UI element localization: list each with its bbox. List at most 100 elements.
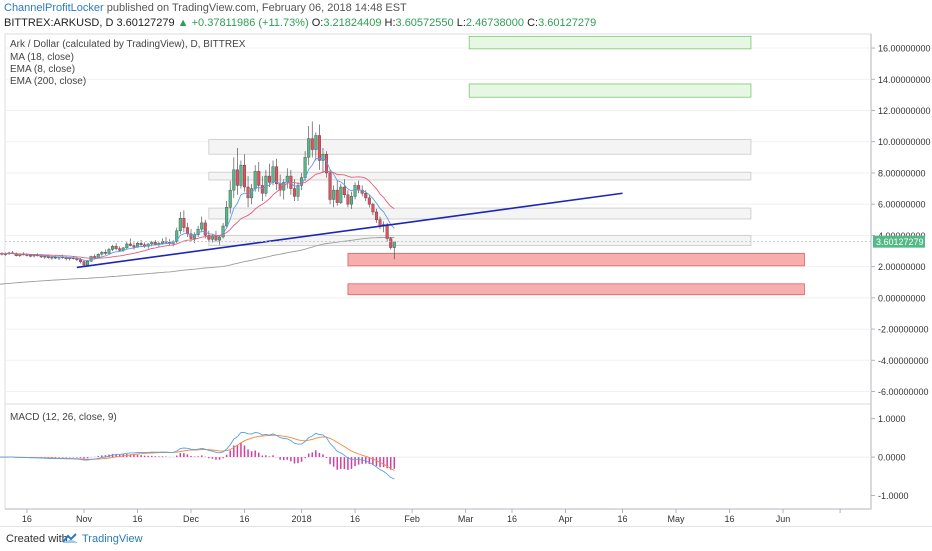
candle-down xyxy=(389,238,393,248)
candle-up xyxy=(271,166,275,183)
time-tick-label: Dec xyxy=(183,514,200,524)
candle-series xyxy=(0,121,396,267)
candle-up xyxy=(225,207,229,227)
author-link[interactable]: ChannelProfitLocker xyxy=(4,2,104,14)
zone-box xyxy=(347,283,805,296)
macd-pane[interactable] xyxy=(4,403,872,510)
high-label: H: xyxy=(384,17,396,29)
candle-up xyxy=(111,246,115,250)
time-tick-label: Mar xyxy=(458,514,474,524)
candle-down xyxy=(292,188,296,197)
candle-down xyxy=(132,245,136,248)
legend-ema8: EMA (8, close) xyxy=(10,64,75,75)
candle-up xyxy=(321,154,325,161)
price-tick-label: -2.00000000 xyxy=(878,325,929,335)
zone-box xyxy=(468,35,752,50)
price-chart[interactable]: 16.00000000 14.00000000 12.00000000 10.0000… xyxy=(0,30,932,526)
close-value: 3.60127279 xyxy=(538,17,597,29)
macd-title: MACD (12, 26, close, 9) xyxy=(10,412,117,423)
candle-up xyxy=(353,185,357,197)
candle-up xyxy=(175,230,179,242)
candle-down xyxy=(29,255,33,257)
close-label: C: xyxy=(527,17,539,29)
time-tick-label: May xyxy=(668,514,686,524)
candle-down xyxy=(82,261,86,266)
candle-down xyxy=(53,257,57,259)
zone-box xyxy=(347,252,805,267)
price-tick-label: 10.00000000 xyxy=(878,137,931,147)
candle-up xyxy=(89,256,93,262)
time-tick-label: 16 xyxy=(350,514,360,524)
trendline-segment xyxy=(76,192,623,269)
candle-down xyxy=(374,211,378,220)
footer: Created with TradingView xyxy=(0,526,932,551)
candle-down xyxy=(103,252,107,254)
trendline[interactable] xyxy=(76,192,623,269)
candle-up xyxy=(264,175,268,194)
candle-down xyxy=(153,242,157,245)
candle-up xyxy=(68,257,72,260)
macd-line xyxy=(0,431,395,480)
macd-tick-label: 1.0000 xyxy=(878,414,906,424)
open-value: 3.21824409 xyxy=(323,17,382,29)
ma18-line xyxy=(0,170,395,259)
ema200-series xyxy=(0,236,395,285)
macd-series xyxy=(0,431,871,480)
created-with-label: Created with xyxy=(6,533,68,545)
candle-down xyxy=(185,227,189,235)
price-tick-label: 6.00000000 xyxy=(878,200,926,210)
time-tick-label: Jun xyxy=(776,514,791,524)
time-tick-label: 16 xyxy=(618,514,628,524)
candle-down xyxy=(310,138,314,150)
legend-ema200: EMA (200, close) xyxy=(10,76,86,87)
candle-down xyxy=(257,171,261,186)
candle-down xyxy=(364,193,368,199)
macd-tick-label: 0.0000 xyxy=(878,453,906,463)
zone-box xyxy=(208,138,752,155)
time-tick-label: 16 xyxy=(239,514,249,524)
candle-down xyxy=(385,224,389,239)
candle-down xyxy=(246,186,250,199)
candle-down xyxy=(78,259,82,262)
time-tick-label: 16 xyxy=(507,514,517,524)
time-tick-label: 16 xyxy=(132,514,142,524)
candle-up xyxy=(303,157,307,178)
candle-up xyxy=(107,249,111,254)
candle-up xyxy=(285,175,289,183)
candle-down xyxy=(207,235,211,240)
time-tick-label: Feb xyxy=(404,514,420,524)
candle-down xyxy=(182,218,186,228)
time-tick-label: 2018 xyxy=(292,514,312,524)
chart-header: ChannelProfitLocker published on Trading… xyxy=(4,2,924,30)
publish-info: published on TradingView.com, February 0… xyxy=(106,2,407,14)
low-label: L: xyxy=(456,17,466,29)
candle-up xyxy=(125,243,129,249)
arrow-up-icon: ▲ xyxy=(177,17,189,29)
price-tick-label: 16.00000000 xyxy=(878,44,931,54)
last-price: 3.60127279 xyxy=(116,17,175,29)
candle-down xyxy=(378,219,382,227)
candle-up xyxy=(150,242,154,245)
legend: Ark / Dollar (calculated by TradingView)… xyxy=(10,39,246,423)
price-tick-label: 14.00000000 xyxy=(878,75,931,85)
candle-down xyxy=(371,203,375,213)
price-tick-label: -4.00000000 xyxy=(878,356,929,366)
time-tick-label: Apr xyxy=(558,514,572,524)
candle-down xyxy=(139,242,143,245)
candle-down xyxy=(342,186,346,196)
candle-up xyxy=(210,235,214,240)
candle-up xyxy=(332,189,336,200)
candle-down xyxy=(118,248,122,251)
candle-up xyxy=(314,135,318,150)
candle-up xyxy=(96,253,100,258)
candle-down xyxy=(367,197,371,205)
high-value: 3.60572550 xyxy=(395,17,454,29)
tradingview-link[interactable]: TradingView xyxy=(82,533,143,545)
zone-box xyxy=(468,83,752,98)
time-axis: 16 Nov 16 Dec 16 2018 16 Feb Mar 16 Apr 16 May 16 Jun xyxy=(22,509,841,524)
zone-box xyxy=(208,234,752,246)
candle-down xyxy=(128,243,132,246)
time-tick-label: 16 xyxy=(22,514,32,524)
price-tick-label: -6.00000000 xyxy=(878,387,929,397)
price-tick-label: 12.00000000 xyxy=(878,106,931,116)
